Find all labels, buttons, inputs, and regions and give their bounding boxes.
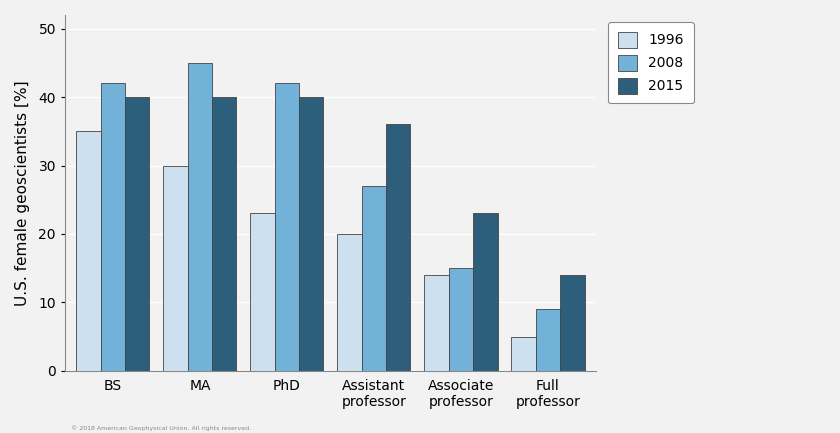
Bar — [187, 63, 212, 371]
Bar — [512, 336, 536, 371]
Bar — [473, 213, 497, 371]
Bar — [125, 97, 150, 371]
Bar — [424, 275, 449, 371]
Bar — [338, 234, 362, 371]
Bar — [449, 268, 473, 371]
Bar — [250, 213, 275, 371]
Legend: 1996, 2008, 2015: 1996, 2008, 2015 — [608, 22, 694, 103]
Bar — [212, 97, 236, 371]
Bar — [163, 165, 187, 371]
Bar — [275, 84, 299, 371]
Bar — [362, 186, 386, 371]
Text: © 2018 American Geophysical Union. All rights reserved.: © 2018 American Geophysical Union. All r… — [71, 425, 251, 431]
Bar — [299, 97, 323, 371]
Y-axis label: U.S. female geoscientists [%]: U.S. female geoscientists [%] — [15, 80, 30, 306]
Bar — [386, 124, 411, 371]
Bar — [536, 309, 560, 371]
Bar — [76, 131, 101, 371]
Bar — [101, 84, 125, 371]
Bar — [560, 275, 585, 371]
